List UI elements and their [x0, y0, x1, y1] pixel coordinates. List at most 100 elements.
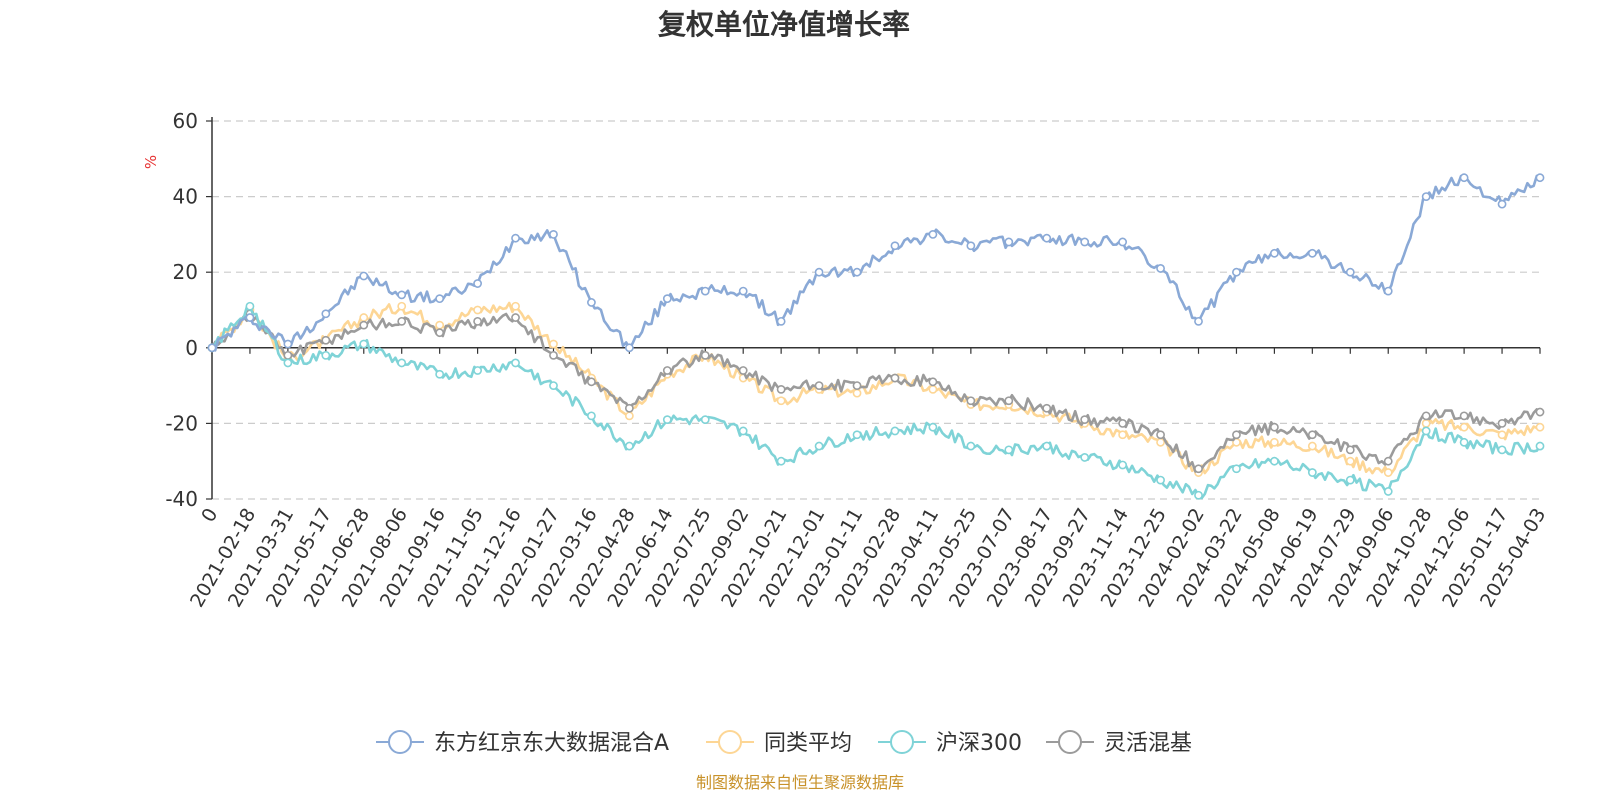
data-point: [359, 339, 369, 349]
legend-item[interactable]: 同类平均: [706, 730, 852, 756]
data-point: [966, 441, 976, 451]
data-point: [662, 366, 672, 375]
data-point: [397, 290, 407, 300]
data-point: [1004, 237, 1014, 247]
data-point: [511, 358, 520, 368]
data-point: [1535, 441, 1545, 451]
data-point: [814, 381, 824, 390]
data-point: [1118, 460, 1128, 470]
x-axis-ticks: 02021-02-182021-03-312021-05-172021-06-2…: [186, 347, 1550, 611]
data-point: [511, 301, 520, 311]
data-point: [1535, 422, 1545, 432]
data-point: [359, 313, 369, 322]
data-point: [1042, 441, 1052, 451]
data-point: [549, 381, 558, 390]
data-point: [1459, 411, 1469, 421]
data-point: [1194, 490, 1203, 500]
data-point: [928, 229, 938, 239]
data-point: [890, 373, 900, 383]
y-axis-unit: %: [142, 155, 160, 169]
y-tick-label: -40: [165, 487, 198, 511]
data-point: [852, 267, 862, 277]
data-point: [473, 279, 482, 288]
legend-marker: [718, 730, 742, 754]
y-axis-ticks: -40 -20 0 20 40 60: [165, 109, 212, 511]
data-point: [435, 369, 445, 379]
data-point: [549, 339, 558, 349]
data-point: [966, 396, 976, 406]
data-point: [397, 316, 407, 326]
data-point: [1345, 475, 1355, 485]
data-point: [587, 411, 596, 421]
data-point: [283, 358, 293, 368]
data-point: [890, 426, 900, 436]
data-point: [1383, 456, 1393, 466]
data-point: [966, 241, 976, 251]
legend-item[interactable]: 东方红京东大数据混合A: [376, 730, 669, 756]
data-point: [397, 358, 407, 368]
data-point: [359, 271, 369, 281]
legend-label: 沪深300: [936, 731, 1022, 756]
data-point: [814, 267, 824, 277]
data-point: [1345, 456, 1355, 466]
y-tick-label: 0: [185, 336, 198, 360]
data-point: [1080, 415, 1090, 425]
data-point: [1459, 422, 1469, 432]
data-point: [1080, 453, 1090, 462]
data-point: [852, 381, 862, 390]
data-point: [283, 350, 293, 360]
data-point: [511, 313, 520, 322]
legend-label: 东方红京东大数据混合A: [434, 731, 669, 756]
data-point: [776, 384, 786, 394]
legend-marker: [1058, 730, 1082, 754]
legend-marker: [890, 730, 914, 754]
data-point: [1383, 487, 1393, 496]
data-point: [1497, 418, 1507, 428]
data-point: [587, 298, 596, 307]
data-point: [321, 309, 331, 319]
legend-item[interactable]: 灵活混基: [1046, 730, 1192, 756]
data-point: [397, 301, 407, 311]
data-point: [1421, 192, 1431, 201]
data-point: [1383, 286, 1393, 296]
data-point: [852, 430, 862, 440]
data-point: [738, 426, 748, 436]
data-point: [624, 411, 634, 421]
data-point: [1118, 418, 1128, 428]
data-point: [814, 441, 824, 451]
data-point: [1497, 445, 1507, 455]
data-point: [1118, 430, 1128, 440]
y-tick-label: 40: [173, 185, 198, 209]
data-point: [1307, 468, 1317, 477]
data-point: [207, 343, 217, 353]
legend-label: 灵活混基: [1104, 731, 1192, 756]
data-point: [776, 456, 786, 466]
data-point: [1156, 430, 1165, 440]
data-point: [700, 286, 710, 296]
data-point: [1004, 396, 1014, 406]
data-point: [1307, 441, 1317, 451]
x-tick-label: 0: [197, 505, 222, 526]
data-point: [1156, 437, 1165, 447]
data-point: [1232, 430, 1241, 440]
data-point: [738, 366, 748, 375]
legend-item[interactable]: 沪深300: [878, 730, 1022, 756]
data-point: [1004, 445, 1014, 455]
legend[interactable]: 东方红京东大数据混合A 同类平均 沪深300 灵活混基: [376, 730, 1192, 756]
legend-label: 同类平均: [764, 731, 852, 756]
series-line-3: [210, 312, 1541, 473]
data-point: [624, 403, 634, 413]
data-point: [1270, 456, 1279, 466]
data-point: [473, 366, 482, 375]
series-lines: [207, 173, 1545, 500]
data-point: [1345, 267, 1355, 277]
data-point: [738, 286, 748, 296]
data-point: [928, 422, 938, 432]
data-point: [1156, 264, 1165, 273]
data-point: [928, 384, 938, 394]
data-point: [245, 313, 255, 322]
data-point: [662, 294, 672, 304]
y-tick-label: 60: [173, 109, 198, 133]
data-point: [435, 294, 445, 304]
